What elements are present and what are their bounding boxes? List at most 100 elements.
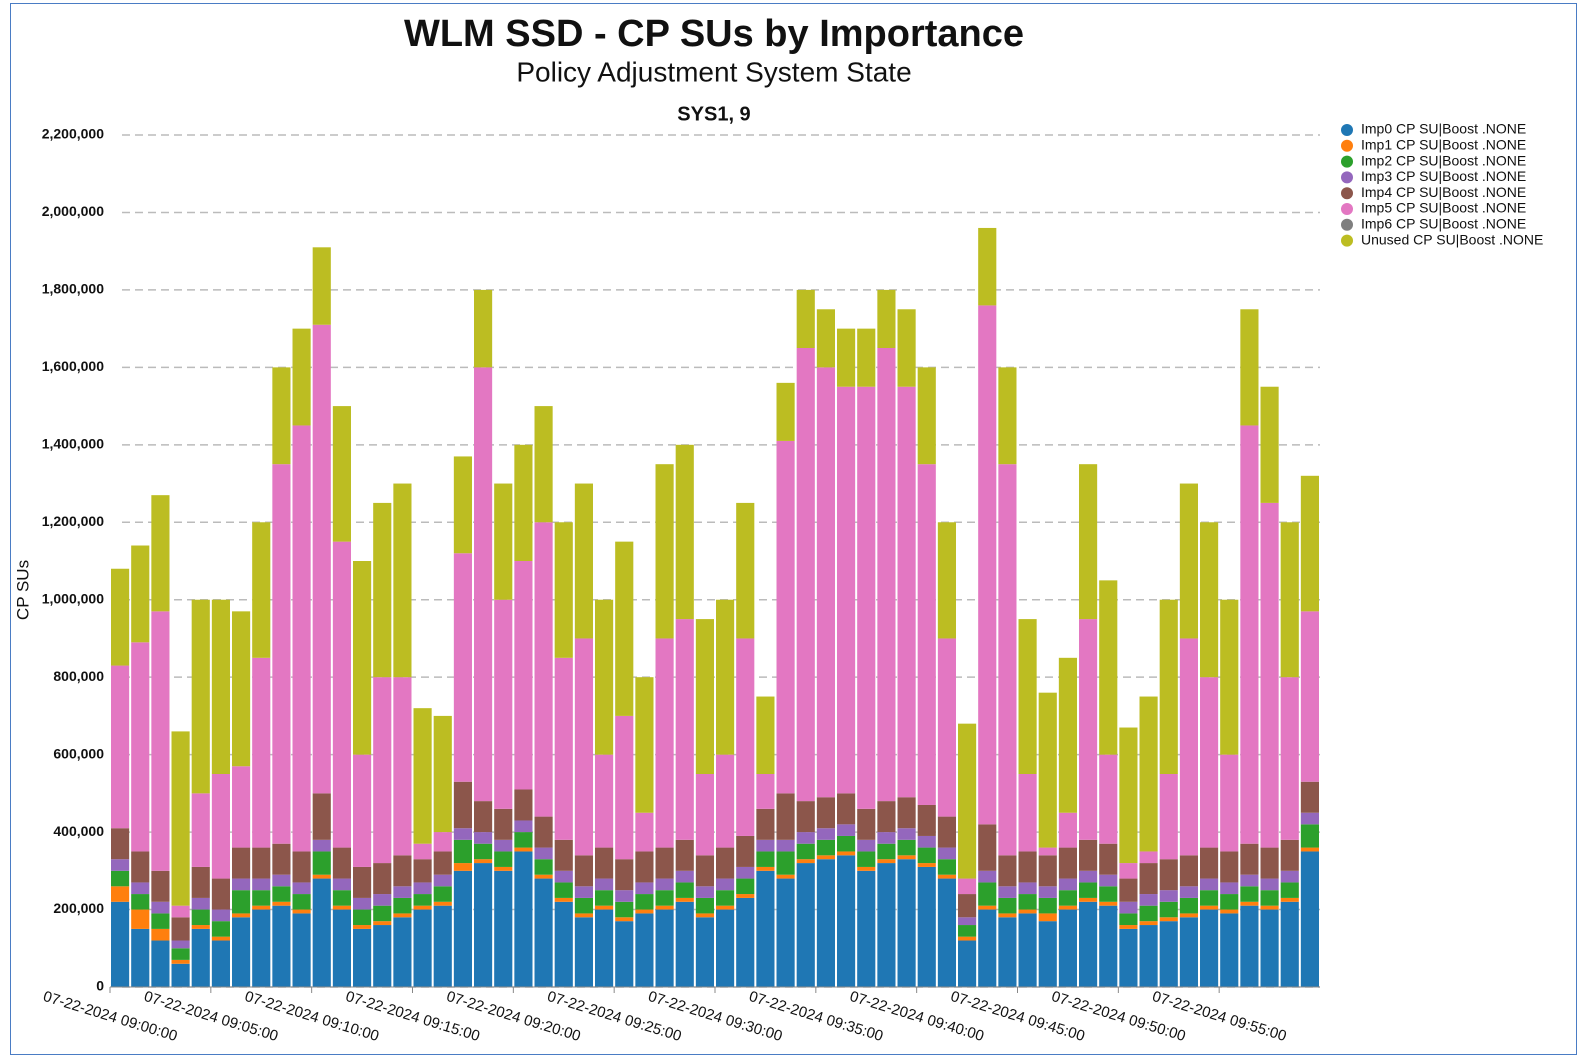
bar-segment [1300,781,1319,813]
panel-title: SYS1, 9 [677,103,750,125]
bar-segment [191,866,210,898]
bar-segment [131,545,150,643]
bar-segment [796,289,815,348]
bar-segment [211,774,230,879]
bar-segment [958,940,977,987]
bar-segment [272,843,291,875]
bar-segment [736,878,755,895]
y-tick-label: 1,000,000 [42,590,104,606]
bar-segment [1038,847,1057,856]
bar-segment [1260,502,1279,848]
bar-segment [1179,483,1198,639]
bar-segment [332,905,351,910]
bar-segment [1139,905,1158,922]
bar-segment [857,851,876,867]
bar-segment [958,936,977,941]
bar-segment [897,386,916,798]
bar-segment [332,847,351,879]
bar-segment [1079,882,1098,898]
bar-segment [574,886,593,898]
bar-segment [998,367,1017,465]
bar-segment [1240,886,1259,902]
bar-segment [716,905,735,910]
bar-segment [1159,917,1178,922]
bar-segment [897,309,916,387]
bar-segment [353,928,372,987]
bar-segment [131,882,150,895]
bar-segment [272,901,291,906]
bar-segment [1300,611,1319,782]
bar-segment [716,909,735,987]
bar-segment [151,940,170,987]
bar-segment [958,894,977,918]
bar-segment [413,882,432,895]
bar-segment [332,878,351,891]
bar-segment [937,638,956,817]
bar-segment [474,801,493,833]
bar-segment [897,855,916,860]
bar-segment [1079,839,1098,871]
bar-segment [695,897,714,914]
bar-segment [796,832,815,844]
bar-segment [937,878,956,987]
bar-segment [1018,882,1037,895]
bar-segment [433,905,452,987]
bar-segment [211,921,230,937]
bar-segment [111,568,130,666]
bar-segment [151,495,170,612]
bar-segment [453,870,472,987]
bar-segment [312,247,331,325]
bar-segment [151,611,170,871]
bar-segment [1240,425,1259,844]
bar-segment [877,843,896,860]
bar-segment [1038,921,1057,987]
bar-segment [1018,894,1037,910]
bar-segment [1139,851,1158,864]
y-tick-label: 600,000 [53,745,104,761]
bar-segment [514,561,533,790]
bar-segment [534,406,553,523]
bar-segment [1099,874,1118,887]
bar-segment [494,839,513,852]
bar-segment [877,859,896,864]
bar-segment [353,909,372,926]
bar-segment [252,878,271,891]
bar-segment [453,456,472,554]
bar-segment [816,839,835,856]
y-tick-label: 1,800,000 [42,281,104,297]
bar-segment [1220,894,1239,910]
bar-segment [494,808,513,840]
bar-segment [1119,913,1138,926]
bar-segment [736,866,755,879]
bar-segment [1260,878,1279,891]
bar-segment [1220,599,1239,755]
bar-segment [272,367,291,465]
bar-segment [111,870,130,887]
bar-segment [554,657,573,840]
bar-segment [1280,882,1299,898]
bar-segment [1179,638,1198,856]
bar-segment [1018,913,1037,987]
bar-segment [514,851,533,987]
bar-segment [474,863,493,987]
bar-segment [252,522,271,658]
bar-segment [958,878,977,895]
bar-segment [897,797,916,829]
bar-segment [474,289,493,368]
bar-segment [958,917,977,926]
bar-segment [1139,894,1158,906]
bar-segment [1159,890,1178,902]
bar-segment [191,599,210,794]
bar-segment [111,901,130,987]
bar-segment [1058,657,1077,813]
bar-segment [1139,921,1158,926]
bar-segment [453,553,472,782]
bar-segment [312,851,331,875]
bar-segment [171,905,190,918]
bar-segment [655,905,674,910]
bar-segment [615,921,634,987]
bar-segment [837,793,856,825]
bar-segment [413,905,432,910]
bar-segment [917,835,936,848]
bar-segment [675,839,694,871]
